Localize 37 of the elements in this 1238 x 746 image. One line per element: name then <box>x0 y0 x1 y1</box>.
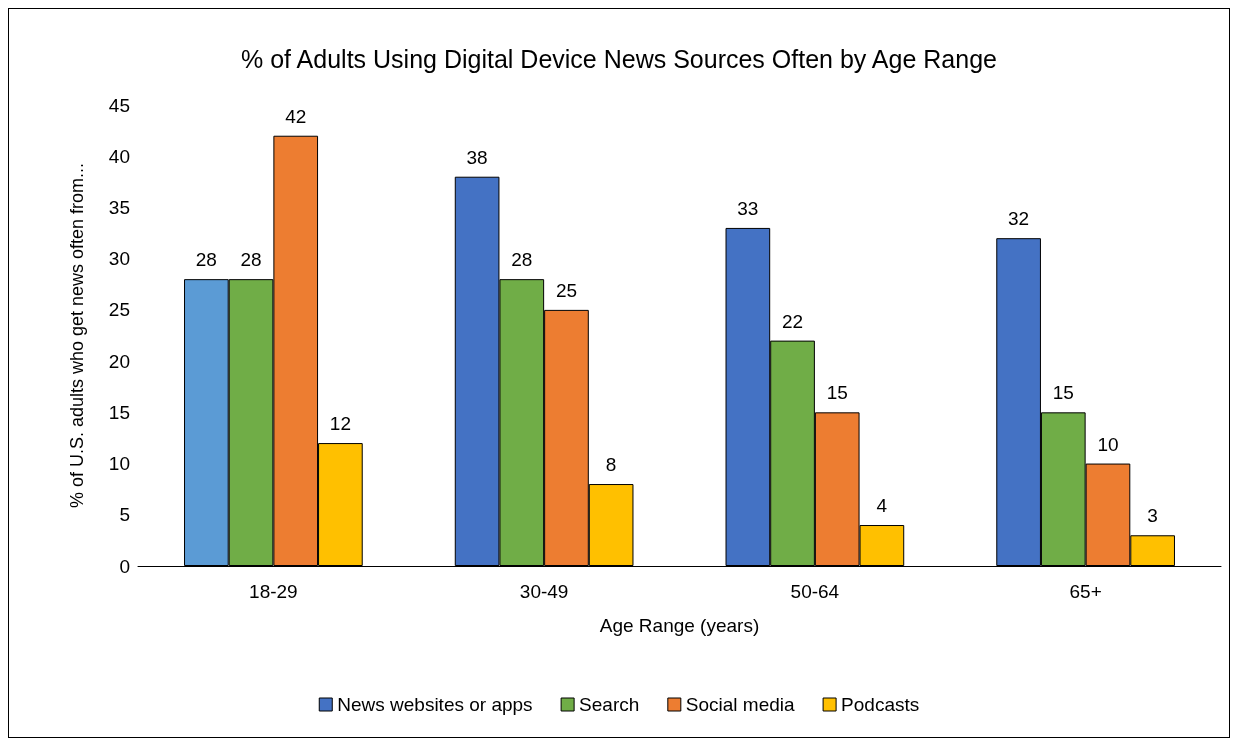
y-tick-label: 5 <box>119 504 130 526</box>
data-label: 32 <box>1008 208 1030 230</box>
y-axis-title: % of U.S. adults who get news often from... <box>67 162 87 509</box>
x-tick-label: 18-29 <box>249 581 298 602</box>
legend-label: News websites or apps <box>337 694 533 715</box>
data-label: 33 <box>737 197 759 219</box>
data-label: 12 <box>329 413 351 435</box>
data-label: 42 <box>285 105 307 127</box>
data-label: 28 <box>240 249 262 271</box>
y-tick-label: 40 <box>108 145 130 167</box>
data-label: 3 <box>1147 505 1158 527</box>
y-tick-label: 45 <box>108 94 130 116</box>
data-label: 4 <box>876 495 888 517</box>
y-tick-label: 35 <box>108 196 130 218</box>
data-label: 22 <box>781 310 804 332</box>
data-label: 28 <box>195 249 217 271</box>
legend-label: Social media <box>685 694 796 715</box>
chart-title: % of Adults Using Digital Device News Sources Often by Age Range <box>241 44 997 73</box>
data-label: 8 <box>605 454 617 476</box>
y-tick-label: 15 <box>108 401 130 423</box>
x-tick-label: 30-49 <box>519 581 569 602</box>
y-tick-label: 30 <box>108 248 130 270</box>
y-tick-label: 0 <box>119 555 130 577</box>
legend-label: Podcasts <box>841 694 920 715</box>
data-label: 28 <box>511 249 533 271</box>
y-tick-label: 10 <box>108 453 130 475</box>
x-tick-label: 65+ <box>1069 581 1102 602</box>
data-label: 10 <box>1097 433 1119 455</box>
y-tick-label: 20 <box>108 350 130 372</box>
data-label: 25 <box>555 279 578 301</box>
y-tick-label: 25 <box>108 299 130 321</box>
data-label: 38 <box>466 146 488 168</box>
x-axis-title: Age Range (years) <box>599 615 760 636</box>
legend-label: Search <box>579 694 640 715</box>
data-label: 15 <box>1052 382 1074 404</box>
x-tick-label: 50-64 <box>790 581 840 602</box>
data-label: 15 <box>826 382 848 404</box>
